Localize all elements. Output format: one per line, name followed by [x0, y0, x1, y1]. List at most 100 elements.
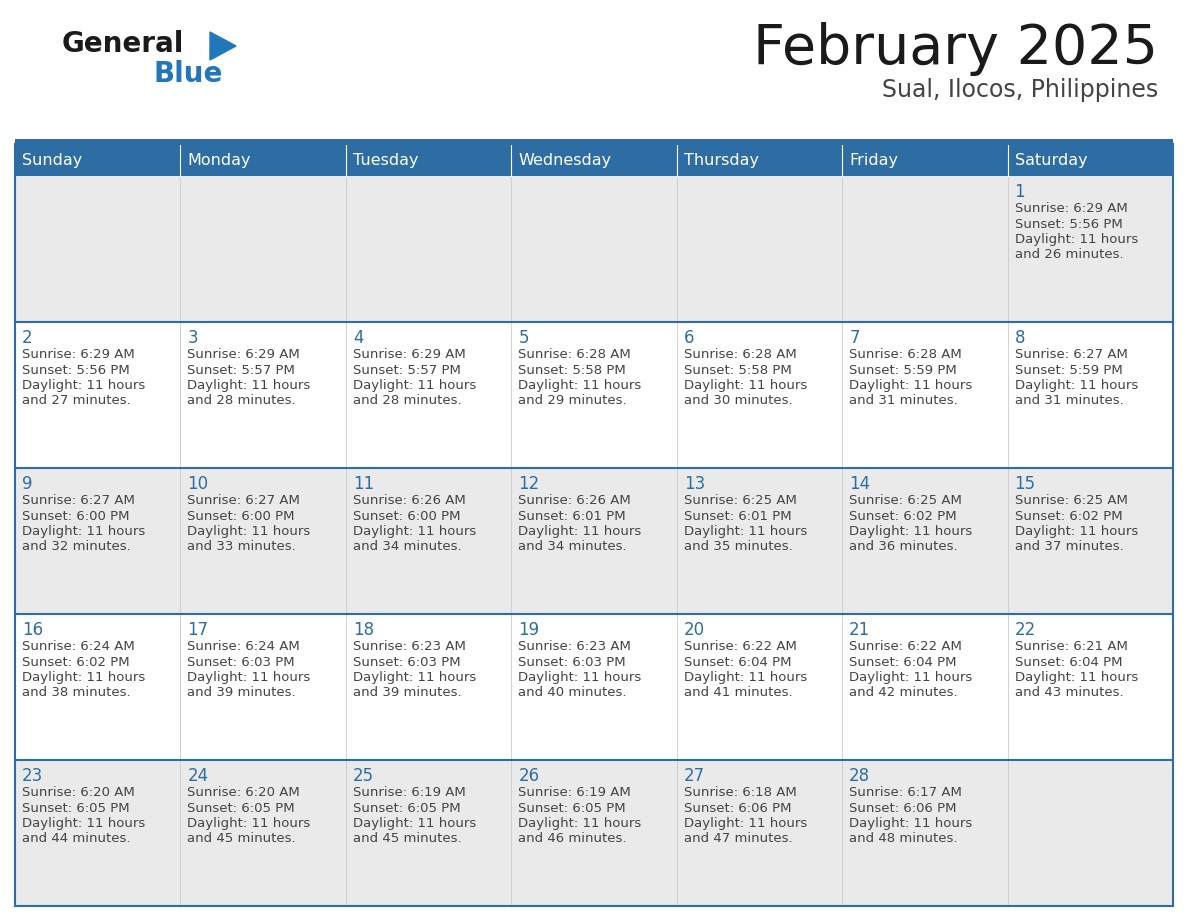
Text: Sunrise: 6:29 AM: Sunrise: 6:29 AM: [1015, 202, 1127, 215]
Text: Sunrise: 6:27 AM: Sunrise: 6:27 AM: [23, 494, 135, 507]
Text: Sunrise: 6:28 AM: Sunrise: 6:28 AM: [518, 348, 631, 361]
Text: Sunrise: 6:25 AM: Sunrise: 6:25 AM: [1015, 494, 1127, 507]
Text: 3: 3: [188, 329, 198, 347]
Text: Sunset: 6:05 PM: Sunset: 6:05 PM: [353, 801, 461, 814]
Text: and 30 minutes.: and 30 minutes.: [684, 395, 792, 408]
Text: and 36 minutes.: and 36 minutes.: [849, 541, 958, 554]
Text: Sunset: 5:56 PM: Sunset: 5:56 PM: [1015, 218, 1123, 230]
Bar: [15, 144, 181, 176]
Bar: [15, 176, 1173, 322]
Text: Sunrise: 6:23 AM: Sunrise: 6:23 AM: [353, 640, 466, 653]
Text: and 43 minutes.: and 43 minutes.: [1015, 687, 1123, 700]
Text: Daylight: 11 hours: Daylight: 11 hours: [23, 525, 145, 538]
Text: Sunset: 5:57 PM: Sunset: 5:57 PM: [188, 364, 296, 376]
Text: and 44 minutes.: and 44 minutes.: [23, 833, 131, 845]
Bar: [181, 144, 346, 176]
Text: Sunrise: 6:27 AM: Sunrise: 6:27 AM: [188, 494, 301, 507]
Polygon shape: [210, 32, 236, 60]
Text: and 48 minutes.: and 48 minutes.: [849, 833, 958, 845]
Text: 25: 25: [353, 767, 374, 785]
Bar: [842, 144, 1007, 176]
Text: and 29 minutes.: and 29 minutes.: [518, 395, 627, 408]
Text: Daylight: 11 hours: Daylight: 11 hours: [23, 379, 145, 392]
Text: Sunrise: 6:28 AM: Sunrise: 6:28 AM: [684, 348, 796, 361]
Text: 28: 28: [849, 767, 871, 785]
Text: Daylight: 11 hours: Daylight: 11 hours: [23, 671, 145, 684]
Text: 2: 2: [23, 329, 32, 347]
Text: 24: 24: [188, 767, 209, 785]
Text: February 2025: February 2025: [753, 22, 1158, 76]
Text: Sunrise: 6:29 AM: Sunrise: 6:29 AM: [353, 348, 466, 361]
Bar: [15, 322, 1173, 468]
Text: 11: 11: [353, 475, 374, 493]
Text: and 31 minutes.: and 31 minutes.: [1015, 395, 1124, 408]
Text: Daylight: 11 hours: Daylight: 11 hours: [518, 817, 642, 830]
Text: 19: 19: [518, 621, 539, 639]
Text: Sunrise: 6:17 AM: Sunrise: 6:17 AM: [849, 786, 962, 799]
Text: Sunrise: 6:21 AM: Sunrise: 6:21 AM: [1015, 640, 1127, 653]
Text: and 39 minutes.: and 39 minutes.: [353, 687, 461, 700]
Text: 17: 17: [188, 621, 209, 639]
Text: Daylight: 11 hours: Daylight: 11 hours: [353, 671, 476, 684]
Text: Sunrise: 6:19 AM: Sunrise: 6:19 AM: [518, 786, 631, 799]
Bar: [1007, 144, 1173, 176]
Text: Sunset: 6:01 PM: Sunset: 6:01 PM: [684, 509, 791, 522]
Text: Sunrise: 6:28 AM: Sunrise: 6:28 AM: [849, 348, 962, 361]
Text: Sunset: 6:04 PM: Sunset: 6:04 PM: [849, 655, 956, 668]
Bar: [677, 144, 842, 176]
Text: Daylight: 11 hours: Daylight: 11 hours: [849, 817, 973, 830]
Text: and 42 minutes.: and 42 minutes.: [849, 687, 958, 700]
Text: Sunrise: 6:24 AM: Sunrise: 6:24 AM: [23, 640, 134, 653]
Text: Sunset: 5:59 PM: Sunset: 5:59 PM: [849, 364, 956, 376]
Text: Daylight: 11 hours: Daylight: 11 hours: [188, 525, 311, 538]
Text: Sunset: 5:58 PM: Sunset: 5:58 PM: [684, 364, 791, 376]
Text: Daylight: 11 hours: Daylight: 11 hours: [1015, 671, 1138, 684]
Text: Sunrise: 6:22 AM: Sunrise: 6:22 AM: [849, 640, 962, 653]
Text: Sunrise: 6:19 AM: Sunrise: 6:19 AM: [353, 786, 466, 799]
Bar: [346, 144, 511, 176]
Text: and 45 minutes.: and 45 minutes.: [353, 833, 461, 845]
Bar: [15, 614, 1173, 760]
Text: 13: 13: [684, 475, 704, 493]
Text: Sunset: 5:57 PM: Sunset: 5:57 PM: [353, 364, 461, 376]
Text: Sunset: 6:05 PM: Sunset: 6:05 PM: [188, 801, 295, 814]
Text: Sunrise: 6:24 AM: Sunrise: 6:24 AM: [188, 640, 301, 653]
Text: and 46 minutes.: and 46 minutes.: [518, 833, 627, 845]
Text: 22: 22: [1015, 621, 1036, 639]
Text: General: General: [62, 30, 184, 58]
Text: and 27 minutes.: and 27 minutes.: [23, 395, 131, 408]
Text: Daylight: 11 hours: Daylight: 11 hours: [684, 671, 807, 684]
Text: Daylight: 11 hours: Daylight: 11 hours: [353, 379, 476, 392]
Text: Sunrise: 6:18 AM: Sunrise: 6:18 AM: [684, 786, 796, 799]
Text: and 41 minutes.: and 41 minutes.: [684, 687, 792, 700]
Text: Daylight: 11 hours: Daylight: 11 hours: [684, 525, 807, 538]
Text: Daylight: 11 hours: Daylight: 11 hours: [518, 671, 642, 684]
Text: Sunday: Sunday: [23, 152, 82, 167]
Text: 18: 18: [353, 621, 374, 639]
Text: 27: 27: [684, 767, 704, 785]
Text: 6: 6: [684, 329, 694, 347]
Text: and 34 minutes.: and 34 minutes.: [353, 541, 461, 554]
Text: Sunrise: 6:20 AM: Sunrise: 6:20 AM: [188, 786, 301, 799]
Text: Sunset: 5:58 PM: Sunset: 5:58 PM: [518, 364, 626, 376]
Text: Sual, Ilocos, Philippines: Sual, Ilocos, Philippines: [881, 78, 1158, 102]
Text: Daylight: 11 hours: Daylight: 11 hours: [518, 525, 642, 538]
Text: Sunset: 6:02 PM: Sunset: 6:02 PM: [23, 655, 129, 668]
Text: Wednesday: Wednesday: [518, 152, 612, 167]
Text: Sunset: 5:59 PM: Sunset: 5:59 PM: [1015, 364, 1123, 376]
Text: Sunrise: 6:20 AM: Sunrise: 6:20 AM: [23, 786, 134, 799]
Text: Sunset: 6:03 PM: Sunset: 6:03 PM: [353, 655, 461, 668]
Text: Daylight: 11 hours: Daylight: 11 hours: [684, 817, 807, 830]
Text: Daylight: 11 hours: Daylight: 11 hours: [188, 379, 311, 392]
Text: Sunset: 6:05 PM: Sunset: 6:05 PM: [23, 801, 129, 814]
Text: Sunrise: 6:25 AM: Sunrise: 6:25 AM: [849, 494, 962, 507]
Text: Sunrise: 6:25 AM: Sunrise: 6:25 AM: [684, 494, 797, 507]
Text: and 34 minutes.: and 34 minutes.: [518, 541, 627, 554]
Text: Daylight: 11 hours: Daylight: 11 hours: [1015, 379, 1138, 392]
Text: 9: 9: [23, 475, 32, 493]
Text: 16: 16: [23, 621, 43, 639]
Text: Daylight: 11 hours: Daylight: 11 hours: [23, 817, 145, 830]
Text: Daylight: 11 hours: Daylight: 11 hours: [1015, 233, 1138, 246]
Bar: [15, 144, 1173, 906]
Text: 14: 14: [849, 475, 871, 493]
